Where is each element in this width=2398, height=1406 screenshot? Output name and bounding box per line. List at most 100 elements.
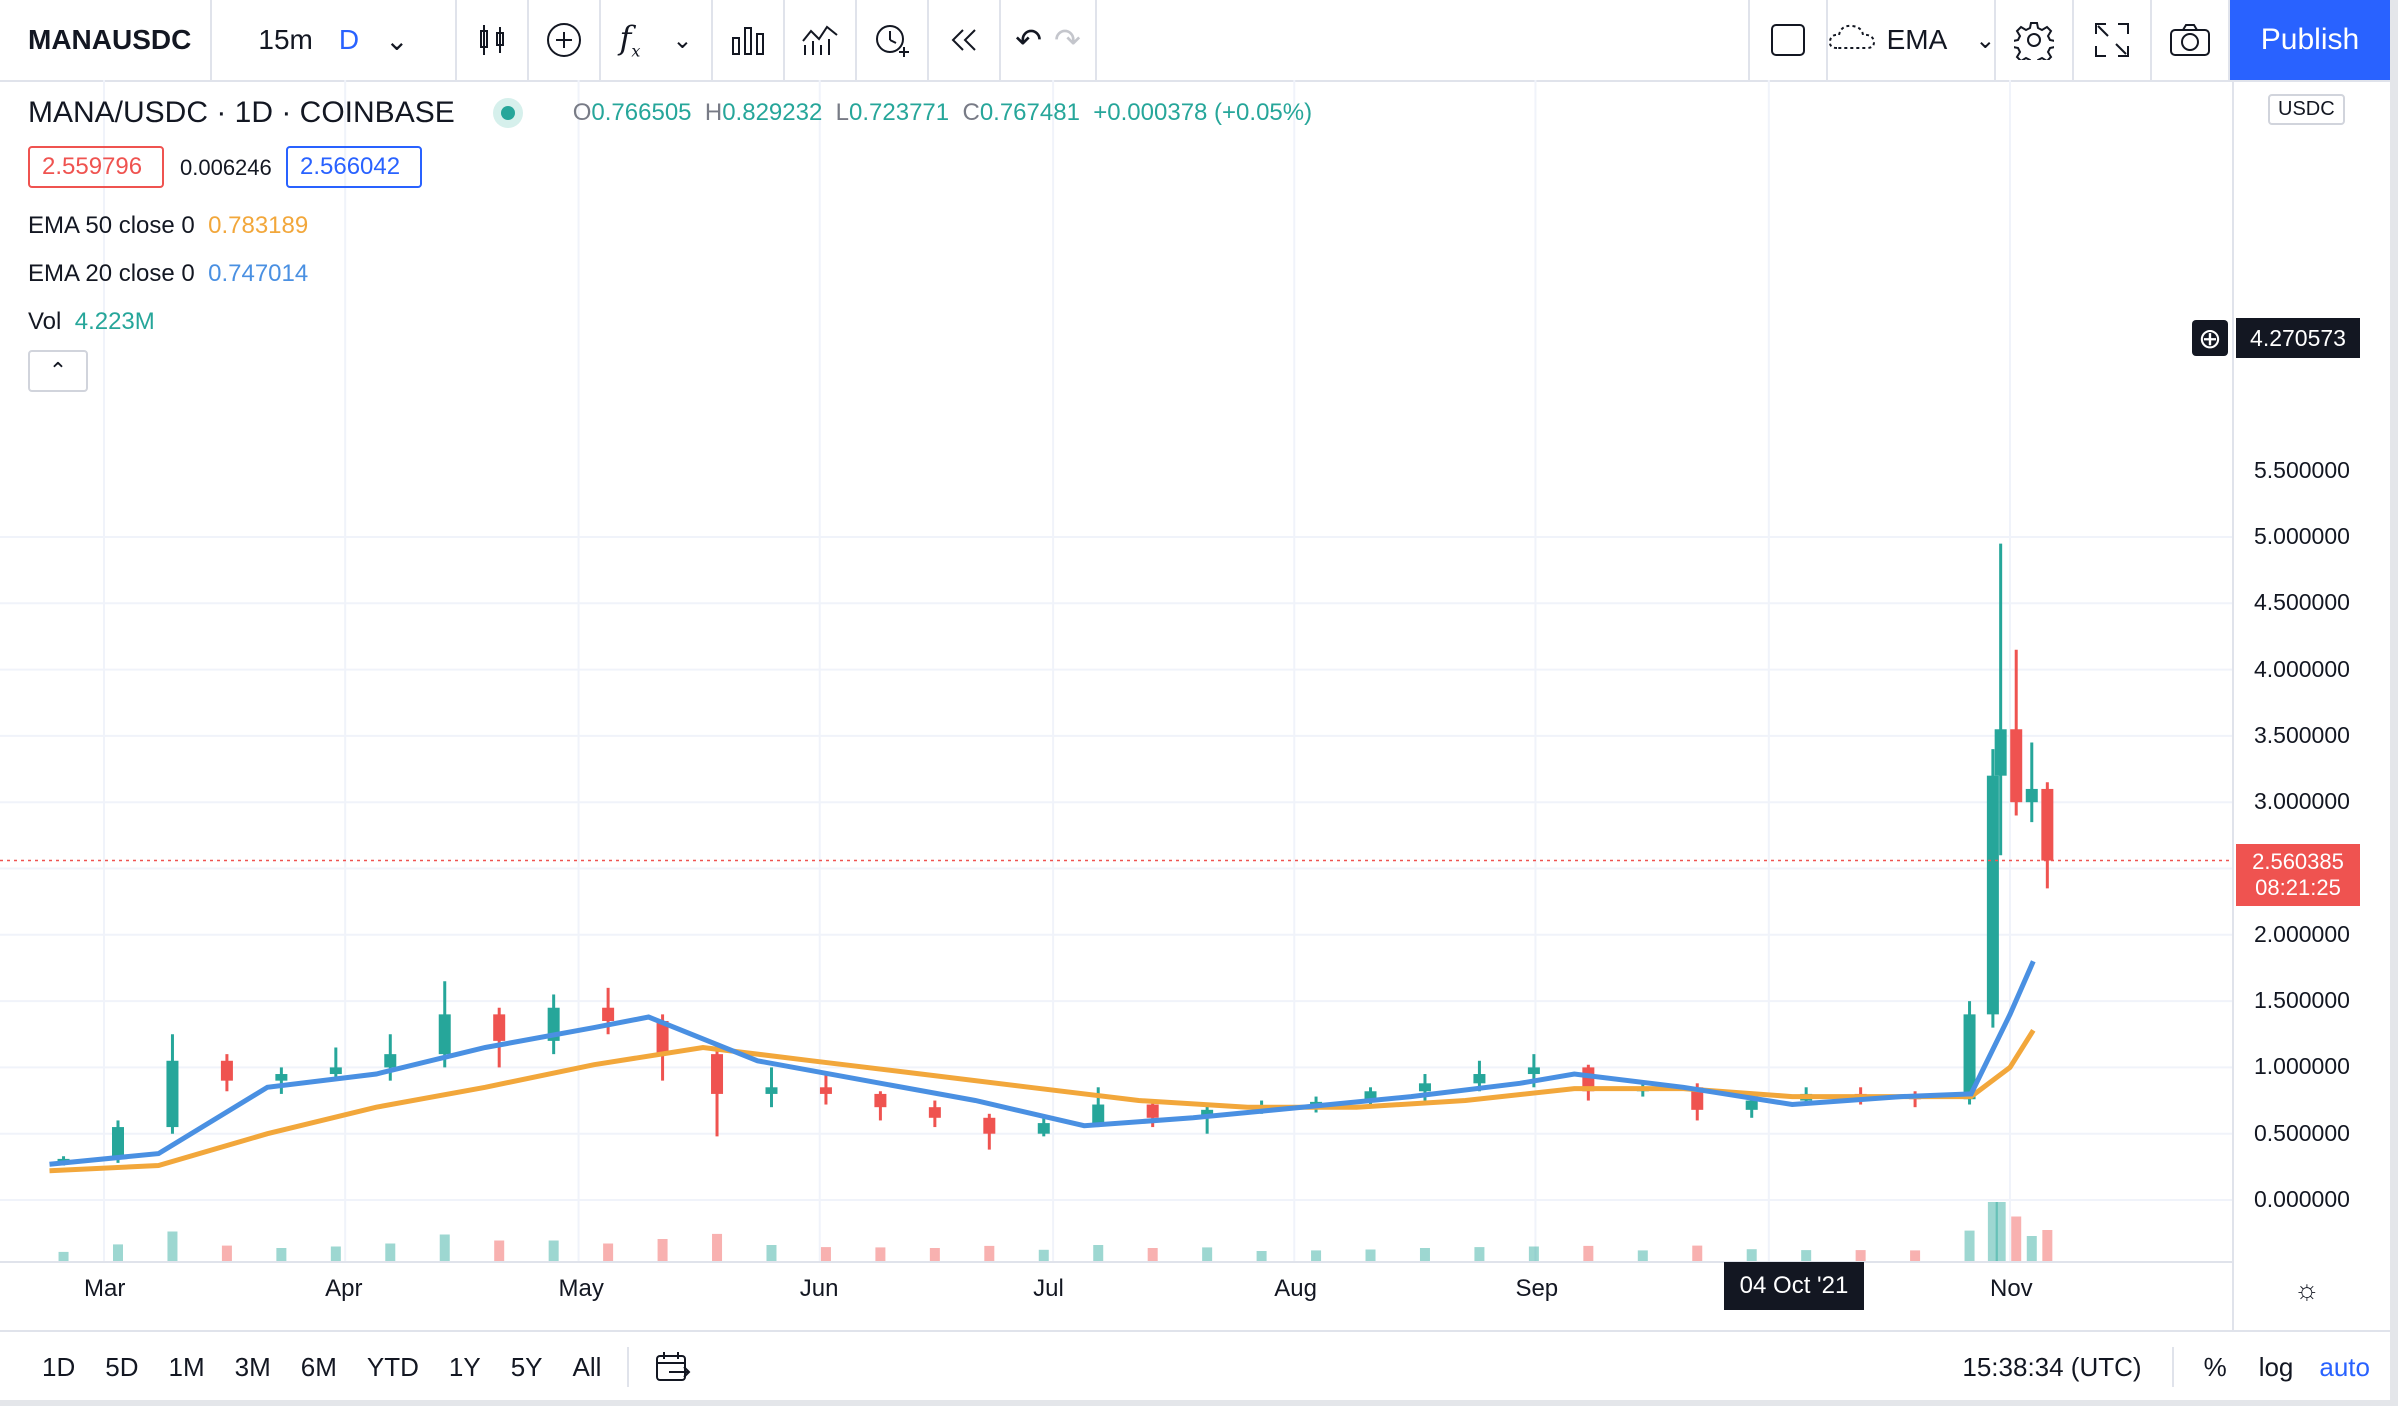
indicators-button[interactable]: fx ⌄: [601, 0, 713, 80]
bars-style-icon[interactable]: [457, 0, 529, 80]
ema20-legend[interactable]: EMA 20 close 0 0.747014: [28, 260, 308, 288]
volume-bar: [657, 1239, 668, 1262]
volume-bar: [113, 1244, 123, 1262]
interval-favorite[interactable]: D: [338, 24, 360, 55]
range-button-ytd[interactable]: YTD: [366, 1351, 419, 1382]
replay-icon[interactable]: [929, 0, 1001, 80]
candle-body: [765, 1087, 778, 1094]
volume-bar: [221, 1245, 232, 1262]
chevron-down-icon[interactable]: ⌄: [1975, 26, 1996, 54]
market-status-icon[interactable]: [500, 106, 515, 120]
candle-body: [1364, 1091, 1377, 1102]
volume-bar: [330, 1246, 341, 1262]
camera-icon[interactable]: [2152, 0, 2230, 80]
interval-value: 15m: [258, 24, 313, 55]
volume-bar: [276, 1248, 287, 1262]
alert-icon[interactable]: [857, 0, 929, 80]
time-axis-label: May: [558, 1275, 604, 1302]
range-button-5d[interactable]: 5D: [105, 1351, 139, 1382]
candle-body: [329, 1067, 342, 1075]
volume-bar: [1801, 1250, 1812, 1262]
percent-toggle[interactable]: %: [2203, 1351, 2227, 1382]
templates-icon[interactable]: [785, 0, 857, 80]
chevron-down-icon[interactable]: ⌄: [385, 24, 409, 56]
volume-value: 4.223M: [74, 308, 155, 335]
candle-body: [112, 1127, 124, 1159]
volume-bar: [1746, 1249, 1757, 1262]
price-chart[interactable]: [0, 80, 2390, 1330]
sun-icon[interactable]: ☼: [2294, 1274, 2320, 1305]
volume-bar: [1528, 1246, 1539, 1262]
add-plus-icon[interactable]: ⊕: [2192, 320, 2228, 356]
price-axis-label: 3.000000: [2254, 788, 2350, 815]
add-compare-icon[interactable]: [529, 0, 601, 80]
symbol-title[interactable]: MANA/USDC · 1D · COINBASE: [28, 96, 455, 129]
range-button-1m[interactable]: 1M: [168, 1351, 205, 1382]
undo-icon[interactable]: ↶: [1015, 22, 1042, 58]
interval-selector[interactable]: 15m D ⌄: [212, 0, 457, 80]
collapse-legend-button[interactable]: ⌃: [28, 350, 88, 392]
symbol-search[interactable]: MANAUSDC: [0, 0, 212, 80]
select-layout-icon[interactable]: [1750, 0, 1828, 80]
currency-label[interactable]: USDC: [2268, 94, 2345, 125]
ema50-legend[interactable]: EMA 50 close 0 0.783189: [28, 212, 308, 240]
range-button-5y[interactable]: 5Y: [510, 1351, 543, 1382]
volume-bar: [385, 1243, 396, 1262]
redo-icon[interactable]: ↷: [1054, 22, 1081, 58]
sell-price-button[interactable]: 2.559796: [28, 146, 164, 188]
ema50-line: [49, 1028, 2036, 1174]
undo-redo-group: ↶ ↷: [1001, 0, 1097, 80]
indicator-template-label: EMA: [1886, 24, 1948, 55]
utc-clock[interactable]: 15:38:34 (UTC): [1962, 1347, 2174, 1387]
fullscreen-icon[interactable]: [2074, 0, 2152, 80]
range-button-1d[interactable]: 1D: [42, 1351, 76, 1382]
candle-body: [438, 1014, 451, 1055]
volume-legend[interactable]: Vol 4.223M: [28, 308, 155, 336]
range-button-1y[interactable]: 1Y: [448, 1351, 481, 1382]
indicators-icon: fx: [619, 19, 641, 61]
range-button-all[interactable]: All: [572, 1351, 602, 1382]
range-button-6m[interactable]: 6M: [300, 1351, 337, 1382]
volume-bar: [1365, 1249, 1376, 1262]
volume-bar: [58, 1251, 69, 1262]
candle-body: [1986, 775, 1999, 1015]
volume-bar: [984, 1245, 995, 1262]
candle-body: [1201, 1109, 1214, 1118]
candle-body: [1037, 1123, 1050, 1134]
goto-date-icon[interactable]: [627, 1347, 691, 1387]
price-axis-label: 3.500000: [2254, 721, 2350, 748]
low-value: 0.723771: [849, 99, 950, 126]
candle-body: [1418, 1083, 1431, 1092]
close-value: 0.767481: [979, 99, 1080, 126]
auto-scale-toggle[interactable]: auto: [2319, 1351, 2370, 1382]
volume-bar: [1987, 1202, 1998, 1262]
volume-bar: [1474, 1247, 1485, 1262]
volume-bar: [1964, 1230, 1975, 1262]
change-value: +0.000378 (+0.05%): [1093, 99, 1313, 126]
candle-body: [2010, 729, 2023, 803]
settings-icon[interactable]: [1996, 0, 2074, 80]
indicator-template-menu[interactable]: EMA ⌄: [1828, 0, 1996, 80]
chevron-down-icon[interactable]: ⌄: [672, 26, 693, 54]
volume-bar: [2042, 1230, 2053, 1262]
price-axis-label: 1.000000: [2254, 1053, 2350, 1080]
buy-price-button[interactable]: 2.566042: [286, 146, 422, 188]
volume-bar: [1147, 1248, 1158, 1262]
volume-bar: [875, 1247, 886, 1262]
bar-chart-icon[interactable]: [713, 0, 785, 80]
last-price-label: 2.560385 08:21:25: [2236, 844, 2360, 907]
date-range-buttons: 1D 5D 1M 3M 6M YTD 1Y 5Y All: [42, 1352, 601, 1383]
range-button-3m[interactable]: 3M: [234, 1351, 271, 1382]
volume-bar: [1995, 1202, 2006, 1262]
publish-button[interactable]: Publish: [2230, 0, 2390, 80]
candle-body: [656, 1020, 669, 1055]
candle-body: [1146, 1104, 1159, 1118]
price-axis-label: 0.000000: [2254, 1186, 2350, 1212]
price-axis-label: 5.000000: [2254, 523, 2350, 549]
last-price-value: 2.560385: [2252, 849, 2344, 875]
candle-body: [2041, 788, 2054, 861]
log-toggle[interactable]: log: [2258, 1351, 2294, 1382]
time-axis-label: Nov: [1990, 1275, 2033, 1302]
candle-body: [1963, 1014, 1976, 1100]
volume-bar: [494, 1240, 505, 1262]
